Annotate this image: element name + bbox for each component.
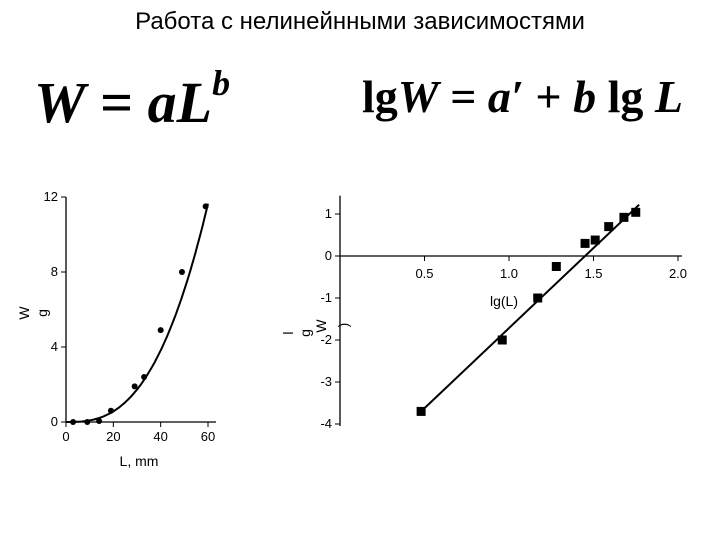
right-y-tick-label: -4 — [320, 416, 332, 431]
left-data-point — [84, 419, 91, 425]
right-y-axis-fragment-2: g — [297, 329, 313, 337]
right-y-tick-label: -3 — [320, 374, 332, 389]
log-linear-formula: lgW = a′ + b lg L — [362, 71, 683, 122]
left-x-tick-label: 60 — [201, 429, 215, 444]
left-chart-axes — [65, 197, 216, 423]
left-data-point — [131, 383, 138, 390]
right-data-point — [551, 262, 561, 271]
left-data-point — [96, 418, 103, 425]
right-x-tick-label: 1.5 — [584, 266, 602, 281]
left-x-axis-label: L, mm — [120, 453, 159, 469]
right-y-tick-label: -2 — [320, 332, 332, 347]
right-data-point — [416, 406, 426, 416]
right-y-tick-label: 0 — [325, 248, 332, 263]
right-data-points — [416, 207, 641, 416]
left-x-tick-label: 40 — [153, 429, 167, 444]
left-y-tick-label: 8 — [51, 264, 58, 279]
left-y-axis-label-extra: g — [34, 309, 50, 317]
left-chart-ticks: 0 20 40 60 0 4 8 12 — [44, 189, 216, 444]
right-x-tick-label: 1.0 — [500, 266, 518, 281]
left-data-point — [107, 407, 114, 414]
right-fit-line — [420, 204, 640, 413]
right-x-tick-label: 0.5 — [415, 266, 433, 281]
power-law-formula: W = aLb — [34, 63, 231, 135]
right-y-tick-label: 1 — [325, 206, 332, 221]
right-y-axis-fragment-3: ) — [335, 323, 351, 328]
left-x-tick-label: 0 — [62, 429, 69, 444]
page-title: Работа с нелинейнными зависимостями — [135, 8, 585, 35]
left-y-axis-label: W — [16, 306, 32, 320]
left-y-tick-label: 0 — [51, 414, 58, 429]
right-y-tick-label: -1 — [320, 290, 332, 305]
right-data-point — [497, 335, 507, 345]
right-y-axis-label: W — [313, 319, 329, 333]
right-data-point — [533, 293, 543, 303]
left-data-point — [70, 419, 77, 425]
right-y-axis-fragment-1: l — [280, 331, 296, 334]
left-data-point — [157, 327, 164, 334]
right-chart-axes — [339, 195, 682, 426]
right-data-point — [619, 212, 629, 222]
left-data-point — [141, 374, 148, 380]
left-data-point — [202, 203, 209, 210]
right-data-point — [604, 222, 614, 232]
left-y-tick-label: 4 — [51, 339, 58, 354]
left-data-points — [70, 203, 209, 425]
left-x-tick-label: 20 — [106, 429, 120, 444]
right-data-point — [631, 207, 641, 217]
right-data-point — [580, 238, 590, 248]
right-x-axis-label: lg(L) — [490, 293, 518, 309]
right-chart-ticks: 0.5 1.0 1.5 2.0 1 0 -1 -2 -3 -4 — [320, 206, 687, 431]
right-data-point — [590, 235, 600, 245]
left-y-tick-label: 12 — [44, 189, 58, 204]
right-x-tick-label: 2.0 — [669, 266, 687, 281]
left-data-point — [178, 269, 185, 275]
